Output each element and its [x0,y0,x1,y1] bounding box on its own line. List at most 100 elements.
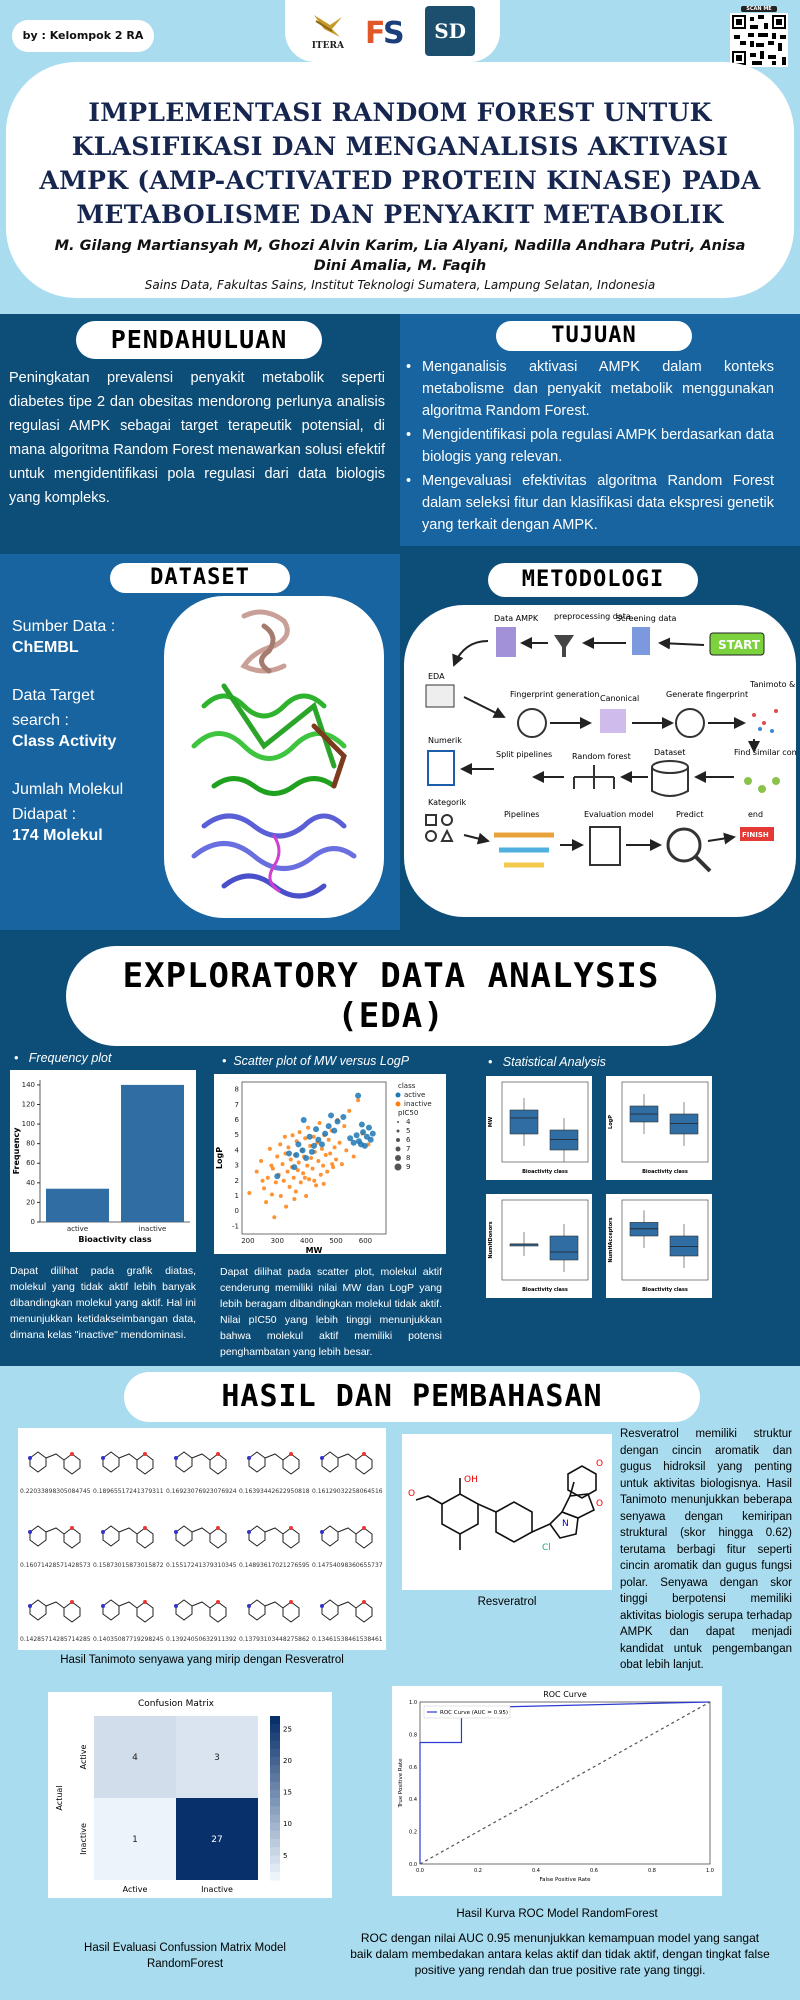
tanimoto-score: 0.18965517241379311 [93,1488,164,1495]
metodologi-flowchart: Data AMPK preprocessing data Screening d… [404,605,800,917]
legend-label: inactive [404,1100,432,1108]
x-tick-label: 200 [241,1237,254,1245]
author-list: M. Gilang Martiansyah M, Ghozi Alvin Kar… [54,238,746,274]
scatter-point [318,1172,323,1177]
scatter-point [358,1121,365,1128]
scatter-point [297,1130,302,1135]
database-icon [651,760,689,774]
tanimoto-cell: 0.16393442622950818 [239,1432,310,1502]
tanimoto-score: 0.16129032258064516 [312,1488,383,1495]
scatter-point [325,1169,330,1174]
tanimoto-cell: 0.16129032258064516 [312,1432,383,1502]
metodologi-heading: METODOLOGI [488,563,698,597]
step-label: Evaluation model [584,810,654,819]
y-tick-label: 120 [22,1100,35,1108]
scatter-point [321,1163,326,1168]
step-label: preprocessing data [554,612,631,621]
step-label: Data AMPK [494,614,539,623]
scatter-point [274,1173,281,1180]
svg-text:F: F [365,16,386,49]
colorbar-segment [270,1798,280,1807]
plot-frame [501,1199,589,1281]
scatter-point [288,1157,293,1162]
y-tick-label: 2 [235,1177,239,1185]
box-ylabel: NumHAcceptors [608,1217,614,1262]
heatmap-cell [94,1716,176,1798]
y-axis-label: LogP [215,1147,224,1169]
scatter-point [351,1154,356,1159]
x-tick-label: 0.8 [648,1868,656,1874]
qr-code-image [730,13,788,67]
heatmap-cell [94,1798,176,1880]
tanimoto-score: 0.14035087719298245 [93,1636,164,1643]
box-ylabel: MW [488,1116,494,1127]
scatter-point [282,1134,287,1139]
scatter-point [340,1113,347,1120]
colorbar-segment [270,1847,280,1856]
tujuan-list: Menganalisis aktivasi AMPK dalam konteks… [404,356,774,538]
step-label: Fingerprint generation [510,690,599,699]
step-label: Random forest [572,752,631,761]
scatter-point [365,1124,372,1131]
box-plot: NumHDonors Bioactivity class [486,1194,592,1298]
scatter-point [285,1169,290,1174]
y-tick-label: 60 [26,1159,35,1167]
box [549,1235,579,1261]
step-icon [589,826,621,866]
scatter-point [326,1137,331,1142]
step-label: EDA [428,672,445,681]
y-axis-label: Actual [55,1785,64,1810]
tanimoto-grid: 0.22033898305084745 0.18965517241379311 0.… [18,1428,386,1650]
box [509,1109,539,1135]
tanimoto-cell: 0.14754098360655737 [312,1506,383,1576]
cell-value: 1 [132,1835,138,1845]
y-tick-label: 0 [235,1207,239,1215]
step-label: Canonical [600,694,639,703]
x-tick-label: 0.0 [416,1868,424,1874]
scatter-point [306,1125,311,1130]
legend-marker [396,1129,400,1133]
colorbar-segment [270,1740,280,1750]
scatter-point [312,1178,317,1183]
scatter-chart: 200 300 400 500 600-1012345678MWLogPclassact… [214,1074,446,1254]
y-tick-label: 0.6 [409,1765,417,1771]
scatter-point [296,1160,301,1165]
tujuan-heading: TUJUAN [496,321,692,351]
qr-code[interactable]: SCAN ME [730,6,788,68]
step-icon [632,627,650,655]
cm-caption: Hasil Evaluasi Confussion Matrix Model R… [84,1942,286,1970]
scatter-point [273,1180,278,1185]
stat-analysis-label: • Statistical Analysis [488,1055,606,1069]
scatter-point [254,1169,259,1174]
hasil-heading: HASIL DAN PEMBAHASAN [124,1372,700,1422]
legend-label: ROC Curve (AUC = 0.95) [440,1710,508,1716]
step-label: Find similar compounds [734,748,796,757]
colorbar-segment [270,1748,280,1758]
step-label: Tanimoto & clustering [749,680,796,689]
roc-caption: Hasil Kurva ROC Model RandomForest [456,1908,658,1920]
scatter-point [278,1194,283,1198]
scatter-point [269,1163,274,1168]
count-label: Jumlah Molekul Didapat : [12,781,124,823]
legend-title: class [398,1082,416,1090]
scatter-point [270,1166,275,1171]
scatter-point [267,1146,272,1151]
y-tick-label: 100 [22,1120,35,1128]
scatter-point [311,1142,317,1149]
scatter-point [331,1127,338,1134]
x-tick-label: active [67,1225,88,1233]
scatter-point [292,1197,297,1202]
scatter-point [361,1142,368,1149]
y-tick-label: 0.8 [409,1732,417,1738]
scatter-point [313,1126,320,1133]
protein-structure-image [164,596,384,918]
x-tick-label: 1.0 [706,1868,714,1874]
x-axis-label: Predicted [157,1897,195,1898]
legend-label: 9 [406,1163,410,1171]
colorbar-label: 20 [283,1757,292,1765]
x-tick-label: 300 [271,1237,284,1245]
legend-box [423,1705,511,1719]
affiliation: Sains Data, Fakultas Sains, Institut Tek… [144,278,656,292]
finish-flag [740,827,774,841]
colorbar-segment [270,1716,280,1725]
